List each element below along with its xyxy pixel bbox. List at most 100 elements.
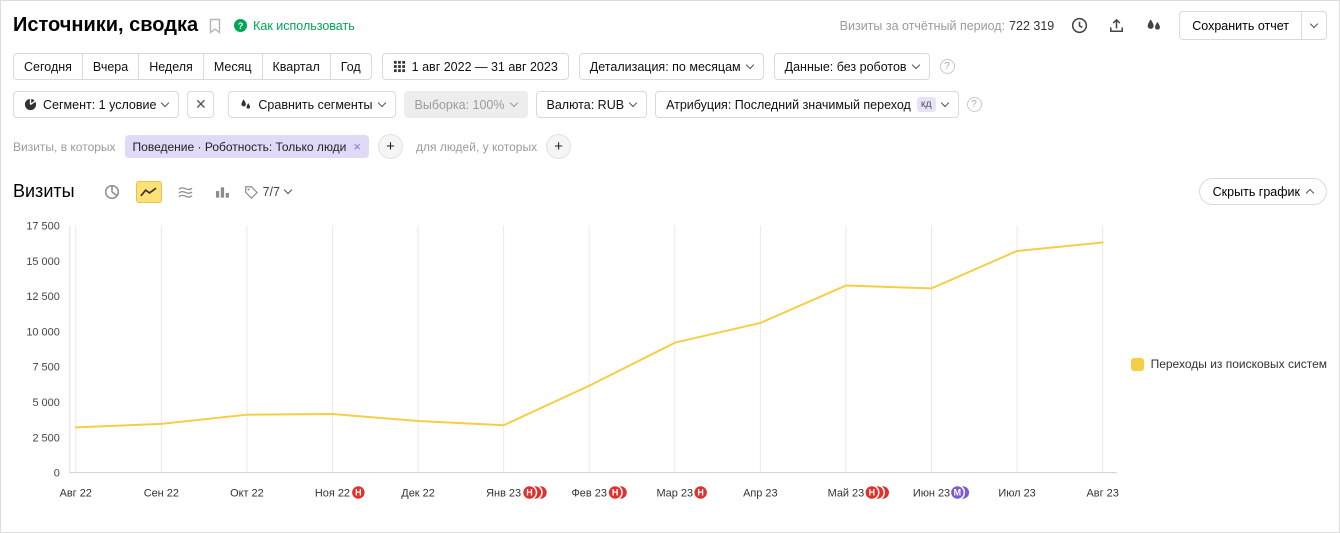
chart-type-switcher: [99, 180, 236, 203]
visits-counter-value: 722 319: [1009, 18, 1055, 33]
metrics-selector-dropdown[interactable]: 7/7: [244, 185, 293, 199]
segment-pie-icon: [24, 98, 37, 111]
legend-swatch[interactable]: [1130, 357, 1144, 371]
x-tick-label: Окт 22: [230, 487, 264, 499]
date-range-button[interactable]: 1 авг 2022 — 31 авг 2023: [381, 53, 569, 80]
help-icon[interactable]: ?: [966, 97, 982, 112]
chart-annotation-badge[interactable]: [949, 484, 966, 501]
droplets-icon[interactable]: [1142, 14, 1165, 37]
help-green-icon[interactable]: ?: [234, 19, 248, 32]
x-tick-label: Июн 23: [913, 487, 950, 499]
sampling-label: Выборка: 100%: [414, 97, 505, 112]
hide-chart-button[interactable]: Скрыть график: [1198, 178, 1327, 205]
filter-pill-label: Поведение · Роботность: Только люди: [132, 139, 347, 154]
y-tick-label: 7 500: [32, 362, 59, 374]
preset-button-1[interactable]: Вчера: [81, 53, 140, 80]
sampling-dropdown[interactable]: Выборка: 100%: [403, 91, 528, 118]
tag-icon: [244, 185, 258, 199]
for-people-label: для людей, у которых: [415, 139, 538, 154]
help-icon[interactable]: ?: [939, 59, 955, 74]
segment-toolbar: Сегмент: 1 условие ✕ Сравнить сегменты В…: [13, 91, 1327, 118]
how-to-use-link[interactable]: Как использовать: [253, 18, 355, 33]
chevron-down-icon: [377, 98, 386, 108]
attribution-badge: кд: [916, 97, 936, 112]
clear-segment-button[interactable]: ✕: [187, 91, 215, 118]
save-report-dropdown[interactable]: [1301, 12, 1326, 39]
preset-button-3[interactable]: Месяц: [202, 53, 263, 80]
detalization-dropdown[interactable]: Детализация: по месяцам: [578, 53, 764, 80]
chevron-down-icon: [745, 60, 754, 70]
visits-in-which-label: Визиты, в которых: [13, 139, 116, 154]
chart-legend: Переходы из поисковых систем: [1130, 357, 1327, 371]
currency-dropdown[interactable]: Валюта: RUB: [535, 91, 648, 118]
bookmark-icon[interactable]: [206, 16, 224, 36]
x-tick-label: Июл 23: [998, 487, 1035, 499]
detalization-label: Детализация: по месяцам: [589, 59, 741, 74]
calendar-grid-icon: [393, 60, 405, 73]
visits-line-chart[interactable]: 0 2 500 5 000 7 500 10 000 12 500 15 000 17 500…: [13, 213, 1119, 515]
chart-annotation-badge[interactable]: [692, 484, 709, 501]
x-tick-label: Апр 23: [743, 487, 778, 499]
attribution-label: Атрибуция: Последний значимый переход: [666, 97, 911, 112]
y-tick-label: 10 000: [26, 326, 59, 338]
data-mode-dropdown[interactable]: Данные: без роботов: [773, 53, 930, 80]
x-tick-label: Ноя 22: [315, 487, 350, 499]
chart-annotation-badge[interactable]: [521, 484, 538, 501]
history-clock-icon[interactable]: [1068, 14, 1091, 37]
pie-chart-type-button[interactable]: [99, 181, 125, 203]
legend-label: Переходы из поисковых систем: [1150, 357, 1327, 371]
save-report-button[interactable]: Сохранить отчет: [1192, 18, 1289, 33]
chart-title: Визиты: [13, 181, 75, 201]
chart-annotation-badge[interactable]: [864, 484, 880, 501]
y-tick-label: 12 500: [26, 291, 59, 303]
y-tick-label: 15 000: [26, 256, 59, 268]
y-tick-label: 2 500: [32, 432, 59, 444]
x-tick-label: Фев 23: [571, 487, 606, 499]
preset-button-4[interactable]: Квартал: [261, 53, 331, 80]
chart-area: 0 2 500 5 000 7 500 10 000 12 500 15 000 17 500…: [13, 213, 1327, 515]
annotation-letter: Н: [526, 488, 532, 498]
line-chart-type-button[interactable]: [135, 180, 162, 203]
page-header: Источники, сводка ? Как использовать Виз…: [13, 11, 1327, 40]
series-line[interactable]: [74, 241, 1104, 429]
pie-chart-icon: [104, 184, 119, 199]
annotation-letter: Н: [697, 488, 703, 498]
y-tick-label: 17 500: [26, 221, 59, 233]
y-tick-label: 0: [54, 468, 60, 480]
add-people-condition-button[interactable]: +: [546, 134, 572, 159]
attribution-dropdown[interactable]: Атрибуция: Последний значимый переход кд: [655, 91, 959, 118]
compare-drops-icon: [241, 99, 251, 109]
period-presets: Сегодня Вчера Неделя Месяц Квартал Год: [13, 53, 372, 80]
remove-filter-icon[interactable]: ×: [353, 139, 361, 154]
add-visit-condition-button[interactable]: +: [377, 134, 403, 159]
x-tick-label: Авг 23: [1086, 487, 1118, 499]
date-range-label: 1 авг 2022 — 31 авг 2023: [411, 59, 558, 74]
export-icon[interactable]: [1105, 14, 1128, 37]
columns-icon: [216, 186, 230, 198]
chevron-down-icon: [911, 60, 920, 70]
chevron-down-icon: [509, 98, 518, 108]
preset-button-5[interactable]: Год: [329, 53, 372, 80]
y-tick-label: 5 000: [32, 397, 59, 409]
compare-segments-dropdown[interactable]: Сравнить сегменты: [228, 91, 396, 118]
line-chart-icon: [140, 187, 157, 196]
column-chart-type-button[interactable]: [210, 181, 236, 203]
chevron-down-icon: [940, 98, 949, 108]
x-tick-label: Май 23: [828, 487, 865, 499]
segment-dropdown[interactable]: Сегмент: 1 условие: [13, 91, 180, 118]
annotation-letter: М: [954, 488, 961, 498]
area-chart-type-button[interactable]: [173, 181, 199, 203]
currency-label: Валюта: RUB: [546, 97, 625, 112]
behavior-filter-pill[interactable]: Поведение · Роботность: Только люди ×: [124, 135, 369, 158]
chart-annotation-badge[interactable]: [350, 484, 367, 501]
chart-header: Визиты 7/7 Скрыть график: [13, 178, 1327, 205]
save-report-split-button: Сохранить отчет: [1179, 11, 1327, 40]
chevron-up-icon: [1305, 188, 1315, 198]
preset-button-2[interactable]: Неделя: [138, 53, 204, 80]
page-title: Источники, сводка: [13, 14, 199, 36]
preset-button-0[interactable]: Сегодня: [13, 53, 83, 80]
stacked-area-icon: [178, 186, 193, 198]
chart-annotation-badge[interactable]: [607, 484, 623, 501]
period-toolbar: Сегодня Вчера Неделя Месяц Квартал Год 1 авг …: [13, 53, 1327, 80]
x-tick-label: Сен 22: [144, 487, 179, 499]
